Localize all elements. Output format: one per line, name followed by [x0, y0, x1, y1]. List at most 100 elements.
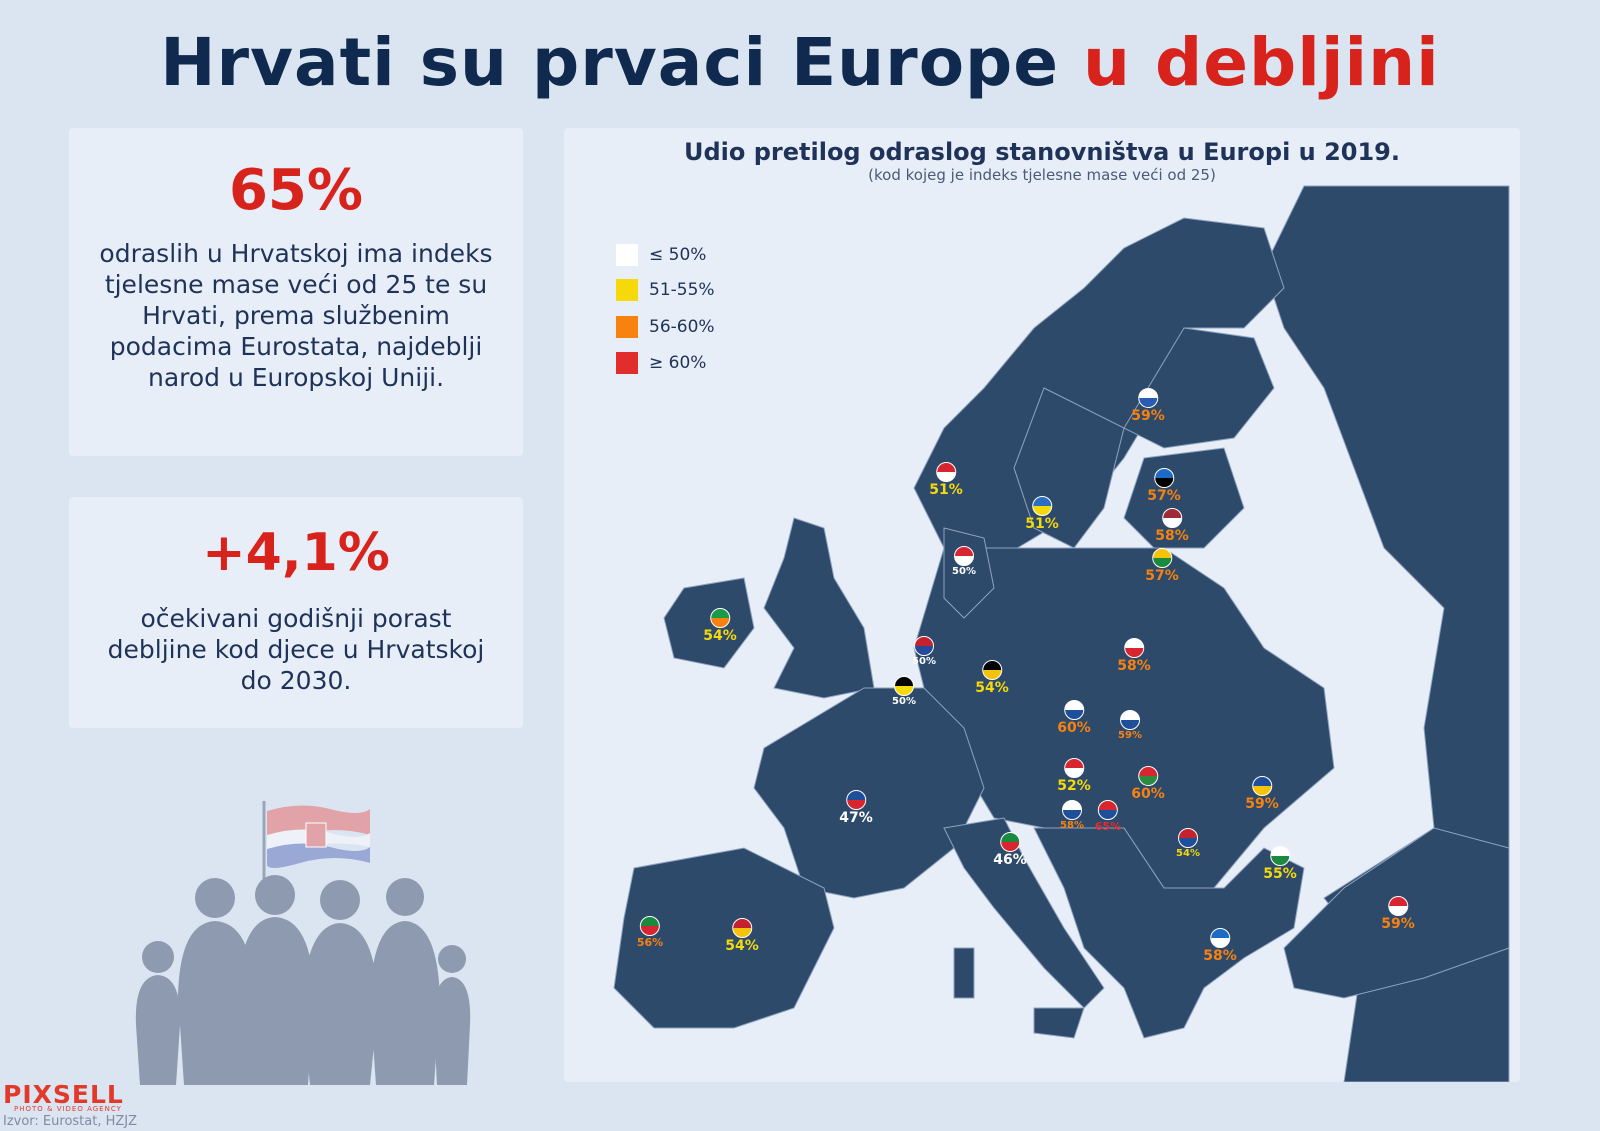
country-value: 46%	[993, 852, 1027, 868]
europe-map	[613, 185, 1510, 1082]
legend-item: 51-55%	[616, 279, 776, 303]
country-label-lithuania: 57%	[1145, 548, 1179, 584]
flag-icon	[954, 546, 974, 566]
legend-label: ≥ 60%	[649, 353, 707, 373]
country-label-sweden: 51%	[1025, 496, 1059, 532]
flag-icon	[1120, 710, 1140, 730]
flag-icon	[914, 636, 934, 656]
country-value: 58%	[1155, 528, 1189, 544]
flag-icon	[845, 790, 866, 810]
country-value: 58%	[1060, 820, 1084, 831]
country-value: 59%	[1131, 408, 1165, 424]
country-value: 54%	[725, 938, 759, 954]
pixsell-logo: PIXSELL	[3, 1080, 124, 1109]
country-label-ireland: 54%	[703, 608, 737, 644]
country-label-poland: 58%	[1117, 638, 1151, 674]
country-value: 51%	[929, 482, 963, 498]
land-shapes	[613, 185, 1510, 1082]
country-label-portugal: 56%	[637, 916, 663, 949]
title-main: Hrvati su prvaci Europe	[160, 24, 1060, 101]
flag-icon	[1062, 800, 1082, 820]
country-label-norway: 51%	[929, 462, 963, 498]
flag-icon	[640, 916, 660, 936]
flag-icon	[1269, 846, 1290, 866]
flag-icon	[1387, 896, 1408, 916]
flag-icon	[1137, 766, 1158, 786]
flag-icon	[1161, 508, 1182, 528]
flag-icon	[1063, 758, 1084, 778]
country-value: 59%	[1381, 916, 1415, 932]
country-label-netherlands: 50%	[912, 636, 936, 667]
legend-item: ≤ 50%	[616, 244, 776, 268]
family-figures	[135, 875, 471, 1085]
country-label-greece: 58%	[1203, 928, 1237, 964]
country-label-czechia: 60%	[1057, 700, 1091, 736]
flag-icon	[1098, 800, 1118, 820]
legend-label: 51-55%	[649, 280, 715, 300]
legend-swatch	[616, 279, 638, 301]
map-subtitle: (kod kojeg je indeks tjelesne mase veći …	[868, 166, 1216, 184]
country-value: 50%	[912, 656, 936, 667]
flag-icon	[981, 660, 1002, 680]
flag-icon	[1151, 548, 1172, 568]
country-label-italy: 46%	[993, 832, 1027, 868]
country-value: 59%	[1245, 796, 1279, 812]
country-label-finland: 59%	[1131, 388, 1165, 424]
flag-icon	[731, 918, 752, 938]
country-value: 52%	[1057, 778, 1091, 794]
flag-icon	[999, 832, 1020, 852]
stat-description: očekivani godišnji porast debljine kod d…	[107, 604, 485, 695]
legend-swatch	[616, 316, 638, 338]
country-value: 54%	[1176, 848, 1200, 859]
flag-icon	[1209, 928, 1230, 948]
flag-icon	[1123, 638, 1144, 658]
legend-swatch	[616, 352, 638, 374]
country-value: 51%	[1025, 516, 1059, 532]
flag-icon	[1063, 700, 1084, 720]
legend-label: ≤ 50%	[649, 245, 707, 265]
country-value: 58%	[1203, 948, 1237, 964]
source-note: Izvor: Eurostat, HZJZ	[3, 1114, 138, 1129]
stat-figure: 65%	[228, 158, 364, 223]
country-label-serbia: 54%	[1176, 828, 1200, 859]
country-value: 50%	[892, 696, 916, 707]
flag-icon	[1178, 828, 1198, 848]
legend-item: 56-60%	[616, 316, 776, 340]
country-value: 50%	[952, 566, 976, 577]
country-value: 57%	[1147, 488, 1181, 504]
country-label-croatia: 65%	[1095, 800, 1121, 833]
flag-icon	[1031, 496, 1052, 516]
croatian-flag-icon	[262, 801, 370, 885]
family-illustration	[135, 801, 471, 1085]
country-value: 54%	[703, 628, 737, 644]
flag-icon	[935, 462, 956, 482]
flag-icon	[1251, 776, 1272, 796]
country-value: 60%	[1057, 720, 1091, 736]
country-label-germany: 54%	[975, 660, 1009, 696]
title-accent: u debljini	[1083, 24, 1440, 101]
logo-tagline: PHOTO & VIDEO AGENCY	[14, 1105, 122, 1113]
country-label-turkey: 59%	[1381, 896, 1415, 932]
country-label-spain: 54%	[725, 918, 759, 954]
country-label-hungary: 60%	[1131, 766, 1165, 802]
country-label-belgium: 50%	[892, 676, 916, 707]
map-title: Udio pretilog odraslog stanovništva u Eu…	[683, 138, 1400, 166]
country-label-bulgaria: 55%	[1263, 846, 1297, 882]
country-label-france: 47%	[839, 790, 873, 826]
country-value: 57%	[1145, 568, 1179, 584]
country-value: 56%	[636, 936, 664, 949]
country-value: 65%	[1094, 820, 1122, 833]
flag-icon	[1137, 388, 1158, 408]
country-value: 47%	[839, 810, 873, 826]
country-label-slovenia: 58%	[1060, 800, 1084, 831]
country-label-latvia: 58%	[1155, 508, 1189, 544]
country-label-denmark: 50%	[952, 546, 976, 577]
country-value: 58%	[1117, 658, 1151, 674]
legend-label: 56-60%	[649, 317, 715, 337]
stat-card-obesity: 65% odraslih u Hrvatskoj ima indeks tjel…	[69, 128, 523, 456]
country-label-slovakia: 59%	[1118, 710, 1142, 741]
legend-swatch	[616, 244, 638, 266]
page-title: Hrvati su prvaci Europe u debljini	[0, 24, 1600, 101]
stat-description: odraslih u Hrvatskoj ima indeks tjelesne…	[99, 239, 493, 392]
flag-icon	[709, 608, 730, 628]
